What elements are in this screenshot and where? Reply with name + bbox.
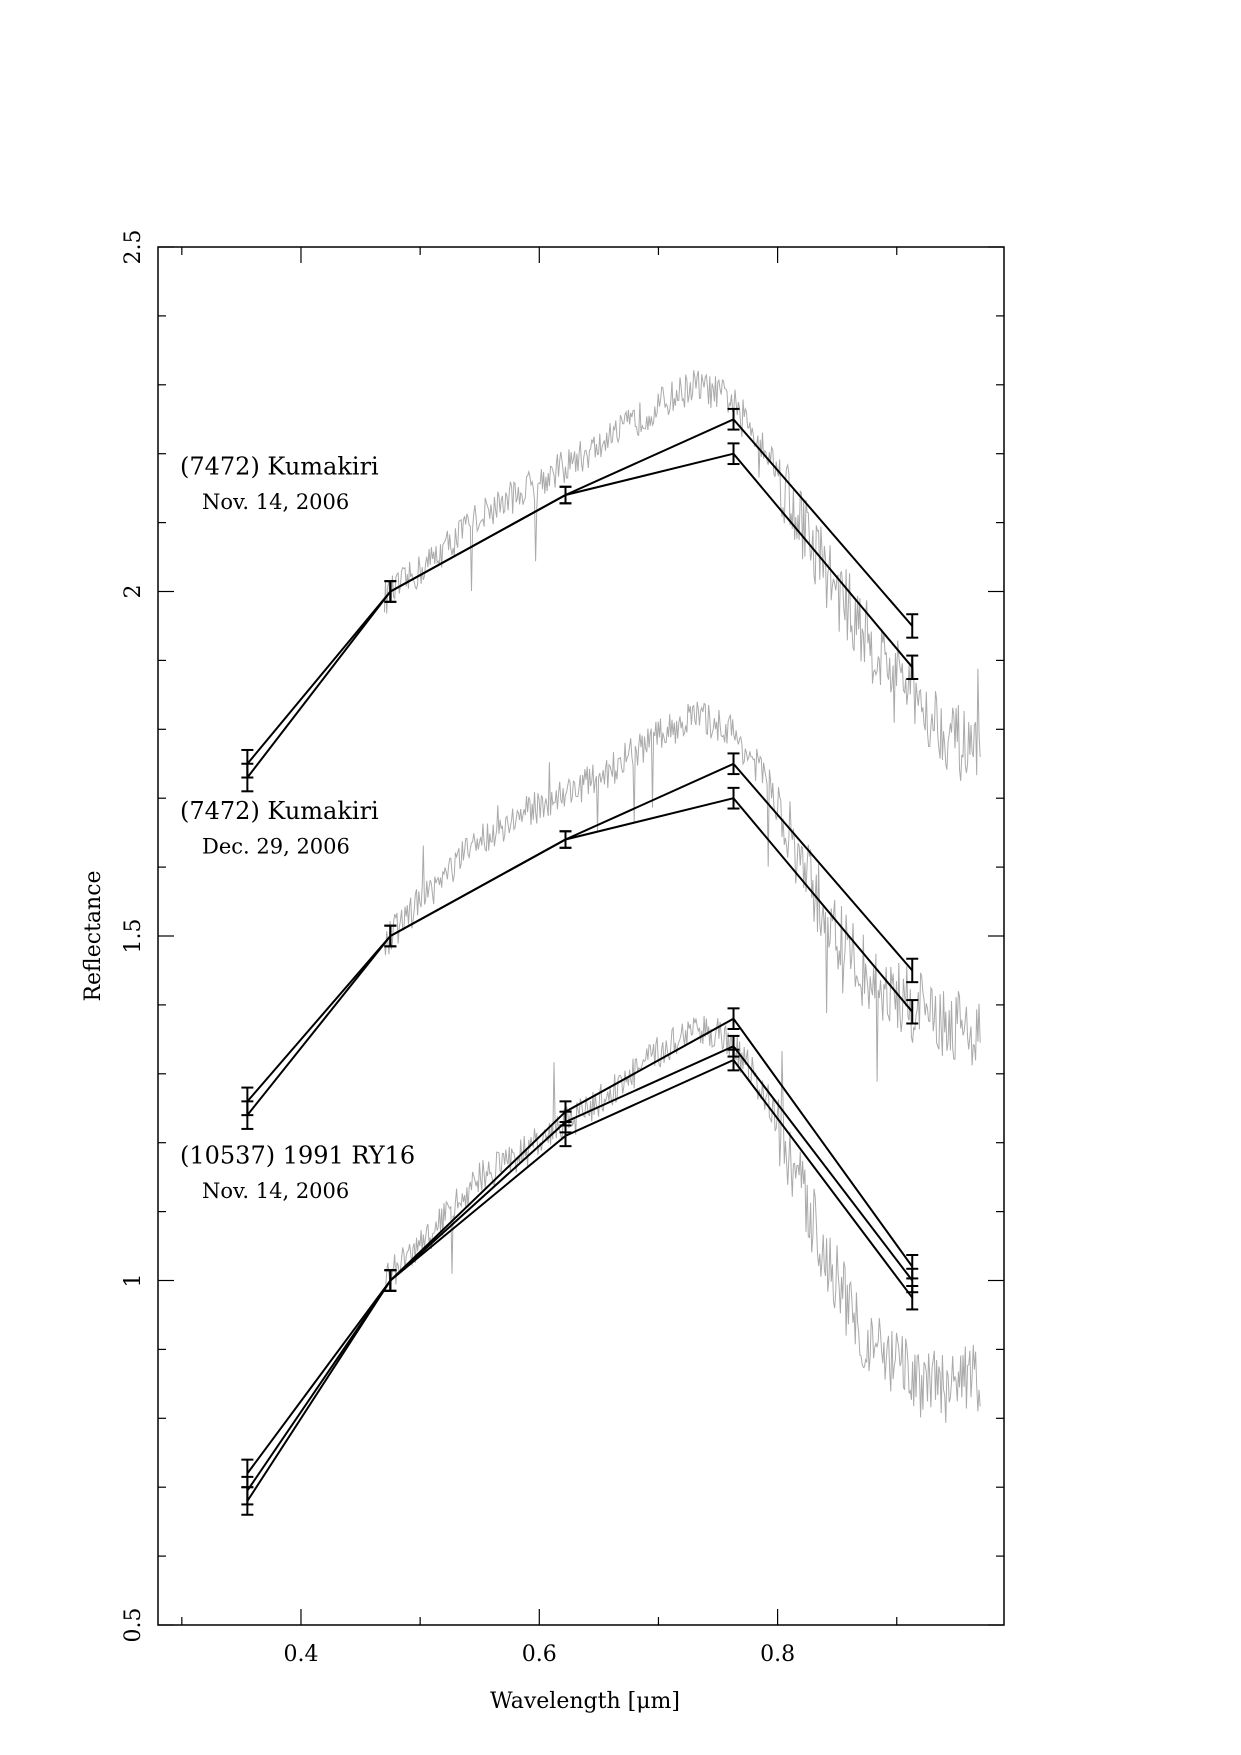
error-bar xyxy=(384,580,397,603)
error-bar xyxy=(559,485,572,505)
x-tick-label: 0.4 xyxy=(283,1642,318,1667)
error-bar xyxy=(906,654,919,681)
error-bar xyxy=(241,1486,254,1516)
error-bar xyxy=(906,957,919,984)
group-date: Nov. 14, 2006 xyxy=(202,490,349,514)
group-label: (10537) 1991 RY16 xyxy=(180,1141,415,1169)
group-date: Nov. 14, 2006 xyxy=(202,1179,349,1203)
y-tick-label: 1.5 xyxy=(121,919,146,954)
error-bar xyxy=(727,1048,740,1072)
group-label: (7472) Kumakiri xyxy=(180,452,379,480)
error-bar xyxy=(727,442,740,466)
spectrum-line-3 xyxy=(383,1015,981,1423)
error-bar xyxy=(727,1007,740,1031)
x-tick-label: 0.8 xyxy=(760,1642,795,1667)
error-bar xyxy=(559,1124,572,1148)
error-bar xyxy=(384,924,397,948)
series-line-3-3 xyxy=(246,1058,914,1502)
y-tick-label: 0.5 xyxy=(121,1608,146,1643)
group-label: (7472) Kumakiri xyxy=(180,797,379,825)
x-axis-label: Wavelength [μm] xyxy=(490,1689,680,1714)
spectra-layer xyxy=(383,370,981,1423)
error-bar xyxy=(559,830,572,849)
ticks-layer: 0.4 0.6 0.8 0.5 1 1.5 2 2.5 xyxy=(121,230,1004,1667)
spectrum-line-1 xyxy=(383,370,981,781)
error-bar xyxy=(727,752,740,776)
error-bar xyxy=(384,1269,397,1292)
annotations-layer: (7472) Kumakiri Nov. 14, 2006 (7472) Kumak… xyxy=(180,452,415,1202)
series-layer xyxy=(241,407,919,1516)
error-bar xyxy=(906,999,919,1025)
error-bar xyxy=(241,1100,254,1130)
error-bar xyxy=(906,613,919,639)
y-tick-label: 2.5 xyxy=(121,230,146,265)
x-tick-label: 0.6 xyxy=(522,1642,557,1667)
spectrum-line-2 xyxy=(383,701,981,1082)
group-date: Dec. 29, 2006 xyxy=(202,834,350,858)
y-tick-label: 1 xyxy=(121,1274,146,1288)
error-bar xyxy=(727,786,740,810)
y-tick-label: 2 xyxy=(121,585,146,599)
error-bar xyxy=(241,762,254,793)
error-bar xyxy=(727,407,740,431)
y-axis-label: Reflectance xyxy=(81,870,106,1001)
error-bar xyxy=(906,1285,919,1311)
